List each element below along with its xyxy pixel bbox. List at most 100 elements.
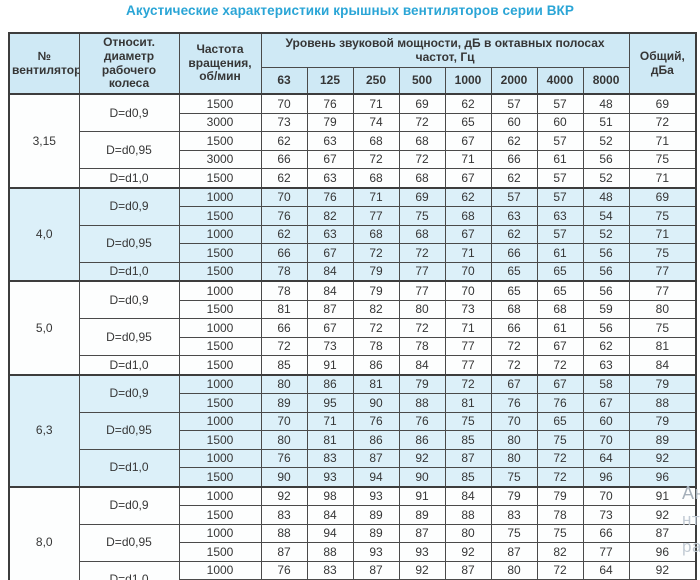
spl-value-cell: 93 xyxy=(352,485,400,507)
spl-value-cell: 82 xyxy=(536,542,584,562)
spl-value-cell: 87 xyxy=(444,448,492,469)
spl-value-cell: 66 xyxy=(490,149,538,170)
spl-value-cell: 57 xyxy=(536,168,584,189)
spl-value-cell: 67 xyxy=(490,373,538,395)
spl-value-cell: 88 xyxy=(444,505,492,525)
diameter-cell: D=d0,9 xyxy=(78,93,180,133)
spl-value-cell: 72 xyxy=(536,467,584,488)
spl-value-cell: 94 xyxy=(352,467,400,488)
rpm-cell: 1500 xyxy=(178,542,262,562)
spl-value-cell: 64 xyxy=(582,560,630,580)
spl-value-cell: 65 xyxy=(490,280,538,301)
diameter-cell: D=d0,95 xyxy=(78,411,180,450)
spl-value-cell: 56 xyxy=(582,149,630,170)
spl-value-cell: 64 xyxy=(582,448,630,469)
spl-value-cell: 70 xyxy=(582,430,630,450)
rpm-cell: 1000 xyxy=(178,523,262,544)
table-row: 1500 87 88 93 93 92 87 82 77 96 xyxy=(9,542,697,562)
spl-value-cell: 70 xyxy=(582,485,630,507)
table-row: D=d1,0 1500 78 84 79 77 70 65 65 56 77 xyxy=(9,261,697,282)
spl-value-cell: 70 xyxy=(490,411,538,432)
table-row: 5,0 D=d0,9 1000 78 84 79 77 70 65 65 56 77 xyxy=(8,280,697,376)
spl-value-cell: 88 xyxy=(260,523,308,544)
total-cell: 71 xyxy=(628,224,697,245)
freq-header-250: 250 xyxy=(352,67,400,95)
spl-value-cell: 95 xyxy=(306,393,354,413)
spl-value-cell: 72 xyxy=(352,243,400,263)
diameter-cell: D=d0,9 xyxy=(78,373,180,413)
spl-value-cell: 72 xyxy=(490,355,538,376)
spl-value-cell: 77 xyxy=(398,261,446,282)
spl-value-cell: 90 xyxy=(398,467,446,488)
spl-value-cell: 78 xyxy=(260,280,308,301)
spl-value-cell: 62 xyxy=(490,224,538,245)
spl-value-cell: 67 xyxy=(306,149,354,170)
spl-value-cell: 77 xyxy=(398,280,446,301)
table-row: D=d0,95 1000 70 71 76 76 75 70 65 60 79 xyxy=(9,411,697,450)
watermark-fragment: нт xyxy=(682,510,700,529)
spl-value-cell: 78 xyxy=(398,336,446,357)
spl-value-cell: 75 xyxy=(536,430,584,450)
diameter-cell: D=d0,9 xyxy=(78,186,180,226)
spl-value-cell: 71 xyxy=(444,149,492,170)
table-row: 1500 66 67 72 72 71 66 61 56 75 xyxy=(9,243,697,263)
spl-value-cell: 57 xyxy=(536,186,584,208)
spl-value-cell: 65 xyxy=(536,411,584,432)
spl-value-cell: 85 xyxy=(444,467,492,488)
spl-value-cell: 75 xyxy=(398,206,446,226)
spl-value-cell: 57 xyxy=(536,131,584,151)
header-row-freqs: 63 125 250 500 1000 2000 4000 8000 xyxy=(9,67,696,95)
rpm-cell: 1000 xyxy=(178,224,262,245)
spl-value-cell: 78 xyxy=(536,505,584,525)
freq-header-8000: 8000 xyxy=(582,67,630,95)
spl-value-cell: 60 xyxy=(490,112,538,133)
spl-value-cell: 67 xyxy=(306,243,354,263)
spl-value-cell: 89 xyxy=(260,393,308,413)
total-cell: 91 xyxy=(628,485,697,507)
spl-value-cell: 84 xyxy=(306,505,354,525)
rpm-cell: 1000 xyxy=(178,485,262,507)
spl-value-cell: 73 xyxy=(582,505,630,525)
rpm-cell: 3000 xyxy=(178,112,262,133)
spl-value-cell: 86 xyxy=(398,430,446,450)
spl-value-cell: 92 xyxy=(260,485,308,507)
spl-value-cell: 68 xyxy=(398,168,446,189)
spl-value-cell: 87 xyxy=(306,299,354,320)
table-row: D=d0,95 1000 66 67 72 72 71 66 61 56 75 xyxy=(9,318,697,357)
spl-value-cell: 68 xyxy=(352,224,400,245)
spl-value-cell: 56 xyxy=(582,280,630,301)
spl-value-cell: 62 xyxy=(260,224,308,245)
table-row: 1500 83 84 89 89 88 83 78 73 92 xyxy=(9,505,697,525)
spl-value-cell: 66 xyxy=(260,318,308,338)
spl-value-cell: 56 xyxy=(582,243,630,263)
spl-value-cell: 85 xyxy=(444,430,492,450)
diameter-cell: D=d0,9 xyxy=(78,280,180,320)
spl-value-cell: 61 xyxy=(536,149,584,170)
spl-value-cell: 76 xyxy=(306,93,354,114)
fan-cell: 8,0 xyxy=(8,485,80,580)
spl-value-cell: 87 xyxy=(444,560,492,580)
table-row: 6,3 D=d0,9 1000 80 86 81 79 72 67 67 58 79 xyxy=(8,373,697,488)
spl-value-cell: 86 xyxy=(352,430,400,450)
diameter-cell: D=d1,0 xyxy=(78,355,180,376)
spl-value-cell: 90 xyxy=(260,467,308,488)
spl-value-cell: 58 xyxy=(582,373,630,395)
spl-value-cell: 81 xyxy=(306,430,354,450)
spl-value-cell: 72 xyxy=(398,318,446,338)
spl-value-cell: 76 xyxy=(536,393,584,413)
spl-value-cell: 72 xyxy=(444,373,492,395)
freq-header-2000: 2000 xyxy=(490,67,538,95)
spl-value-cell: 67 xyxy=(582,393,630,413)
spl-value-cell: 56 xyxy=(582,261,630,282)
total-cell: 75 xyxy=(628,243,697,263)
rpm-cell: 1500 xyxy=(178,168,262,189)
rpm-cell: 1500 xyxy=(178,467,262,488)
spl-value-cell: 48 xyxy=(582,93,630,114)
diameter-cell: D=d0,95 xyxy=(78,224,180,263)
spl-value-cell: 68 xyxy=(444,206,492,226)
spl-value-cell: 62 xyxy=(444,93,492,114)
spl-value-cell: 63 xyxy=(306,168,354,189)
freq-header-1000: 1000 xyxy=(444,67,492,95)
total-cell: 79 xyxy=(628,411,697,432)
spl-value-cell: 51 xyxy=(582,112,630,133)
